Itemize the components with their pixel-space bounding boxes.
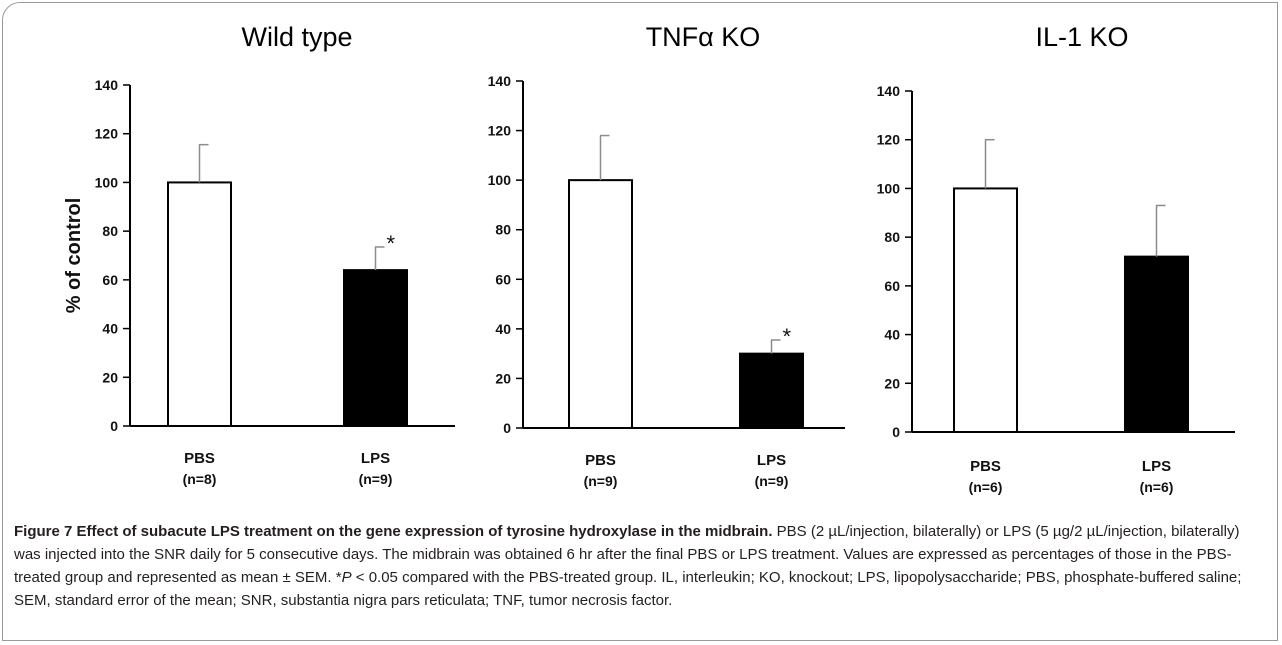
y-tick-label: 120 [877, 132, 901, 148]
x-category-note: (n=9) [755, 473, 789, 489]
y-tick-label: 80 [495, 222, 511, 238]
y-tick-label: 140 [488, 73, 512, 89]
bar-pbs [568, 179, 633, 429]
x-category-note: (n=9) [584, 473, 618, 489]
y-tick-label: 40 [884, 327, 900, 343]
panel-title-2: TNFα KO [646, 22, 761, 52]
y-tick-label: 140 [877, 83, 901, 99]
caption-text-1: PBS (2 µL/injection, bilaterally) or LPS… [14, 523, 1240, 586]
x-category-label: PBS [585, 452, 616, 469]
y-tick-label: 60 [102, 272, 118, 288]
x-category-label: LPS [757, 452, 786, 469]
y-tick-label: 120 [95, 126, 119, 142]
y-tick-label: 100 [488, 172, 512, 188]
bar-lps [1124, 255, 1189, 433]
significance-marker: * [783, 324, 792, 349]
y-tick-label: 100 [95, 174, 119, 190]
panel-title-1: Wild type [241, 22, 352, 52]
y-tick-label: 0 [110, 418, 118, 434]
y-tick-label: 0 [503, 420, 511, 436]
y-tick-label: 20 [495, 370, 511, 386]
significance-marker: * [387, 231, 396, 256]
caption-label: Figure 7 Effect of subacute LPS treatmen… [14, 523, 773, 540]
y-tick-label: 20 [884, 375, 900, 391]
y-tick-label: 0 [892, 424, 900, 440]
y-tick-label: 20 [102, 369, 118, 385]
bar-pbs [953, 187, 1018, 433]
x-category-note: (n=6) [969, 479, 1003, 495]
y-tick-label: 40 [102, 321, 118, 337]
x-category-label: LPS [361, 450, 390, 467]
x-category-note: (n=8) [183, 471, 217, 487]
y-tick-label: 80 [884, 229, 900, 245]
y-axis-label: % of control [63, 198, 85, 314]
caption-p-symbol: P [341, 569, 352, 586]
figure-caption: Figure 7 Effect of subacute LPS treatmen… [14, 520, 1264, 612]
x-category-label: LPS [1142, 458, 1171, 475]
y-tick-label: 60 [884, 278, 900, 294]
figure-panels: Wild type 0 20 40 60 80 100 120 140 % of control P… [63, 22, 1235, 495]
y-tick-label: 40 [495, 321, 511, 337]
x-category-note: (n=6) [1140, 479, 1174, 495]
x-category-label: PBS [970, 458, 1001, 475]
y-tick-label: 100 [877, 180, 901, 196]
bar-lps [739, 352, 804, 429]
y-tick-label: 140 [95, 77, 119, 93]
x-category-label: PBS [184, 450, 215, 467]
y-tick-label: 80 [102, 223, 118, 239]
bar-pbs [167, 181, 232, 427]
caption-text-2: < 0.05 compared with the PBS-treated gro… [14, 569, 1242, 609]
y-tick-label: 60 [495, 271, 511, 287]
x-category-note: (n=9) [359, 471, 393, 487]
bar-lps [343, 269, 408, 427]
y-tick-label: 120 [488, 123, 512, 139]
panel-title-3: IL-1 KO [1035, 22, 1128, 52]
